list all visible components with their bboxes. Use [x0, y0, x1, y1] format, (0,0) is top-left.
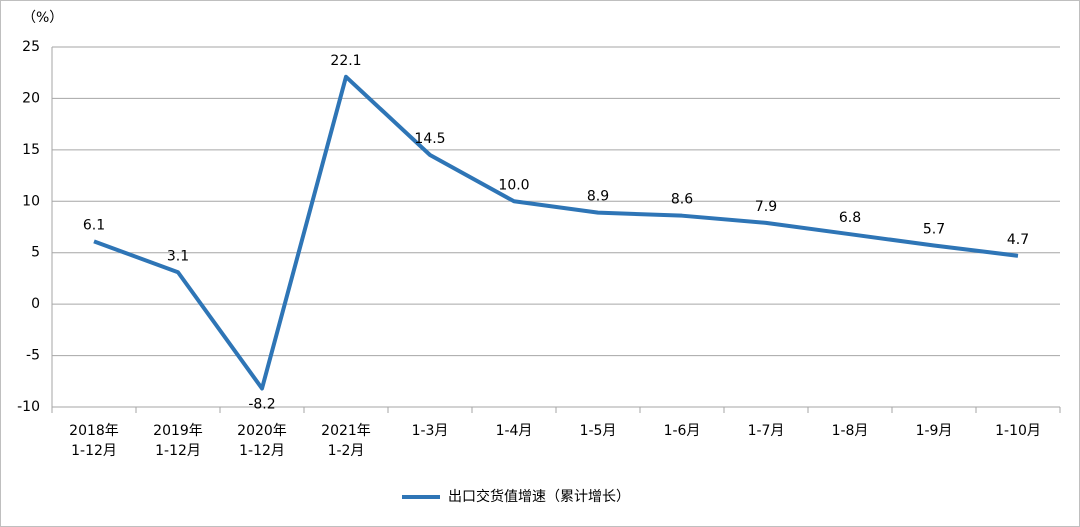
data-label: 14.5: [414, 131, 445, 147]
data-label: 3.1: [167, 248, 189, 264]
data-label: 6.1: [83, 217, 105, 233]
y-tick-label: 15: [22, 142, 40, 158]
y-axis-label: （%）: [22, 10, 63, 26]
y-tick-label: -10: [17, 399, 40, 415]
x-tick-label: 1-3月: [412, 423, 449, 439]
x-tick-label: 1-7月: [748, 423, 785, 439]
legend-label: 出口交货值增速（累计增长）: [448, 488, 630, 505]
x-tick-label: 1-8月: [832, 423, 869, 439]
data-label: 22.1: [330, 53, 361, 69]
x-tick-label: 2021年: [321, 423, 371, 439]
x-tick-label: 2018年: [69, 423, 119, 439]
y-tick-label: 5: [31, 245, 40, 261]
y-tick-label: 20: [22, 90, 40, 106]
y-tick-label: 0: [31, 296, 40, 312]
y-tick-label: -5: [26, 348, 40, 364]
x-tick-label: 1-12月: [155, 443, 201, 459]
x-tick-label: 2020年: [237, 423, 287, 439]
data-label: 6.8: [839, 210, 861, 226]
data-label: 10.0: [498, 177, 529, 193]
x-tick-label: 1-10月: [995, 423, 1041, 439]
x-tick-label: 1-12月: [71, 443, 117, 459]
data-line: [93, 74, 1019, 391]
data-label: 7.9: [755, 199, 777, 215]
x-tick-label: 1-5月: [580, 423, 617, 439]
x-tick-label: 1-9月: [916, 423, 953, 439]
x-tick-label: 1-12月: [239, 443, 285, 459]
x-tick-label: 2019年: [153, 423, 203, 439]
y-tick-label: 10: [22, 193, 40, 209]
data-label: -8.2: [248, 396, 275, 412]
y-tick-label: 25: [22, 39, 40, 55]
data-label: 8.9: [587, 189, 609, 205]
x-tick-label: 1-4月: [496, 423, 533, 439]
x-tick-label: 1-6月: [664, 423, 701, 439]
data-label: 8.6: [671, 192, 693, 208]
data-label: 5.7: [923, 222, 945, 238]
x-tick-label: 1-2月: [328, 443, 365, 459]
data-label: 4.7: [1007, 232, 1029, 248]
